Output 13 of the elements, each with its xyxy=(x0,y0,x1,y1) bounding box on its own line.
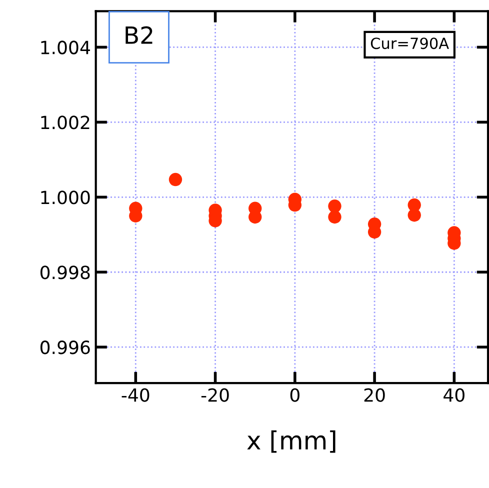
annotation: Cur=790A xyxy=(370,38,449,50)
annotation: B2 xyxy=(126,26,152,44)
y-tick-label: 0.996 xyxy=(40,340,90,354)
x-tick-label: 40 xyxy=(444,388,464,402)
y-tick-label: 1.002 xyxy=(41,116,90,130)
x-tick-label: -40 xyxy=(122,388,150,402)
y-tick-label: 1.004 xyxy=(41,40,90,54)
x-tick-label: -20 xyxy=(201,388,229,402)
x-tick-label: 0 xyxy=(290,388,300,402)
x-axis-title: x [mm] xyxy=(247,430,336,453)
y-tick-label: 0.998 xyxy=(40,266,90,280)
y-tick-label: 1.000 xyxy=(41,190,90,204)
x-tick-label: 20 xyxy=(364,388,385,402)
